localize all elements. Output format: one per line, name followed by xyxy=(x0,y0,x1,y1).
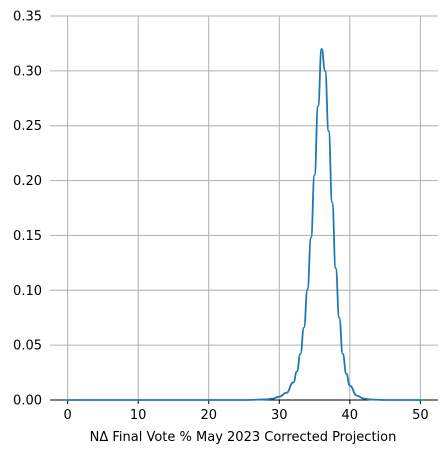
x-tick-label-5: 50 xyxy=(412,408,429,423)
x-tick-label-3: 30 xyxy=(271,408,288,423)
y-tick-label-7: 0.35 xyxy=(13,10,42,25)
x-axis-label: NΔ Final Vote % May 2023 Corrected Proje… xyxy=(90,430,397,445)
y-tick-label-6: 0.30 xyxy=(13,64,42,79)
y-tick-label-5: 0.25 xyxy=(13,119,42,134)
y-tick-label-1: 0.05 xyxy=(13,339,42,354)
y-tick-label-4: 0.20 xyxy=(13,174,42,189)
series-layer xyxy=(66,48,422,401)
series-line-0 xyxy=(66,48,422,401)
y-tick-label-3: 0.15 xyxy=(13,229,42,244)
tick-labels: 0 10 20 30 40 50 0.00 0.05 0.10 0.15 0.20 0.25 0.30 0… xyxy=(13,10,429,424)
y-tick-label-2: 0.10 xyxy=(13,284,42,299)
x-tick-label-2: 20 xyxy=(200,408,217,423)
x-tick-label-1: 10 xyxy=(130,408,147,423)
grid-lines xyxy=(50,15,438,401)
x-tick-label-4: 40 xyxy=(342,408,359,423)
y-tick-label-0: 0.00 xyxy=(13,394,42,409)
x-tick-label-0: 0 xyxy=(63,408,71,423)
